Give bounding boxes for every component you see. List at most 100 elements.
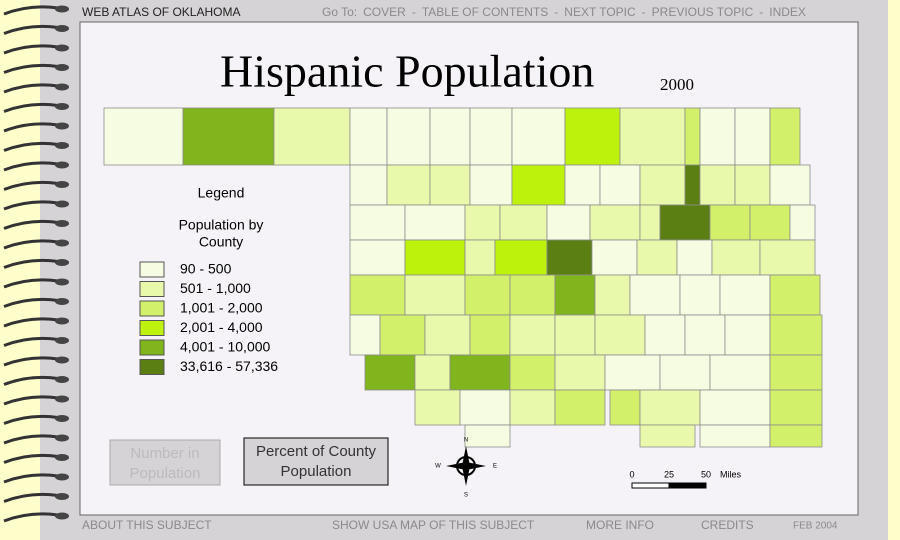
spiral-hole	[55, 5, 69, 13]
county	[684, 164, 701, 206]
county	[684, 314, 726, 356]
county	[404, 239, 466, 276]
spiral-hole	[55, 512, 69, 520]
spiral-ring	[3, 395, 59, 406]
county	[591, 239, 638, 276]
nav-link[interactable]: INDEX	[769, 5, 806, 19]
view-buttons: Number in Population Percent of County Popu…	[109, 437, 389, 486]
spiral-binding	[3, 5, 69, 523]
county	[644, 314, 686, 356]
county	[349, 107, 388, 166]
county	[509, 274, 556, 316]
county	[711, 239, 761, 276]
county	[509, 389, 556, 426]
county	[386, 164, 431, 206]
footer-link[interactable]: CREDITS	[701, 518, 754, 532]
spiral-ring	[3, 5, 59, 16]
nav-link[interactable]: NEXT TOPIC	[564, 5, 636, 19]
county	[789, 204, 816, 241]
county	[464, 274, 511, 316]
scale-label: 50	[701, 469, 711, 479]
county	[349, 164, 388, 206]
county	[719, 274, 771, 316]
spiral-ring	[3, 317, 59, 328]
spiral-hole	[55, 337, 69, 344]
county	[404, 274, 466, 316]
county	[769, 354, 823, 391]
legend-subtitle: Population by	[179, 217, 264, 233]
county	[464, 239, 496, 276]
footer: ABOUT THIS SUBJECT SHOW USA MAP OF THIS S…	[82, 518, 838, 532]
spiral-hole	[55, 259, 69, 266]
county	[769, 107, 801, 166]
spiral-ring	[3, 414, 59, 425]
county	[364, 354, 416, 391]
county	[424, 314, 471, 356]
county	[379, 314, 426, 356]
spiral-ring	[3, 356, 59, 367]
county	[349, 204, 406, 241]
legend-label: 2,001 - 4,000	[180, 319, 263, 335]
county	[709, 204, 751, 241]
nav-link[interactable]: COVER	[363, 5, 406, 19]
county	[639, 164, 686, 206]
nav-link[interactable]: TABLE OF CONTENTS	[422, 5, 548, 19]
county	[749, 204, 791, 241]
county	[639, 204, 661, 241]
spiral-ring	[3, 122, 59, 133]
county	[699, 424, 771, 448]
county	[589, 204, 641, 241]
spiral-hole	[55, 395, 69, 403]
map-year: 2000	[660, 75, 694, 94]
spiral-hole	[55, 278, 69, 286]
nav-separator: -	[412, 5, 416, 19]
county	[769, 274, 821, 316]
legend-swatch	[139, 320, 165, 336]
view-button[interactable]: Number in Population	[109, 439, 221, 486]
county	[629, 274, 681, 316]
compass-letter: E	[493, 464, 497, 470]
county	[546, 204, 591, 241]
county	[734, 164, 771, 206]
view-button[interactable]: Percent of County Population	[243, 437, 389, 486]
compass-letter: S	[464, 493, 468, 499]
site-name[interactable]: WEB ATLAS OF OKLAHOMA	[82, 5, 240, 19]
county	[469, 107, 513, 166]
county	[594, 274, 631, 316]
spiral-ring	[3, 141, 59, 152]
county	[464, 424, 511, 448]
spiral-ring	[3, 24, 59, 35]
county	[609, 389, 641, 426]
spiral-ring	[3, 278, 59, 289]
county	[554, 314, 596, 356]
spiral-ring	[3, 512, 59, 523]
spiral-ring	[3, 219, 59, 230]
spiral-ring	[3, 258, 59, 269]
county	[509, 354, 556, 391]
spiral-hole	[55, 64, 69, 71]
spiral-ring	[3, 83, 59, 94]
spiral-ring	[3, 161, 59, 172]
legend-swatch	[139, 359, 165, 375]
spiral-ring	[3, 434, 59, 445]
button-frame	[243, 437, 389, 486]
spiral-hole	[55, 298, 69, 305]
footer-link[interactable]: ABOUT THIS SUBJECT	[82, 518, 212, 532]
spiral-hole	[55, 83, 69, 91]
county	[546, 239, 593, 276]
county	[494, 239, 548, 276]
spiral-ring	[3, 336, 59, 347]
spiral-ring	[3, 473, 59, 484]
footer-link[interactable]: SHOW USA MAP OF THIS SUBJECT	[332, 518, 535, 532]
nav-separator: -	[554, 5, 558, 19]
spiral-hole	[55, 317, 69, 325]
county	[659, 354, 711, 391]
nav-link[interactable]: PREVIOUS TOPIC	[652, 5, 754, 19]
spiral-hole	[55, 161, 69, 169]
footer-link[interactable]: MORE INFO	[586, 518, 654, 532]
county	[414, 389, 461, 426]
county	[684, 107, 701, 166]
legend-title: Legend	[198, 185, 245, 201]
footer-date: FEB 2004	[793, 521, 838, 532]
